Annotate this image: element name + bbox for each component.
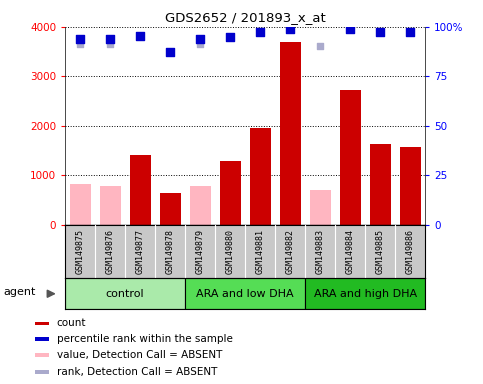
Bar xyxy=(190,186,211,225)
Text: ARA and low DHA: ARA and low DHA xyxy=(196,289,294,299)
Point xyxy=(406,29,414,35)
Bar xyxy=(185,278,305,309)
Bar xyxy=(310,190,330,225)
Text: ARA and high DHA: ARA and high DHA xyxy=(313,289,417,299)
Bar xyxy=(369,144,391,225)
Title: GDS2652 / 201893_x_at: GDS2652 / 201893_x_at xyxy=(165,11,326,24)
Point xyxy=(376,29,384,35)
Point xyxy=(76,36,84,42)
Point xyxy=(286,26,294,32)
Point xyxy=(106,41,114,47)
Text: GSM149882: GSM149882 xyxy=(285,229,295,274)
Bar xyxy=(280,42,300,225)
Point xyxy=(256,29,264,35)
Text: percentile rank within the sample: percentile rank within the sample xyxy=(57,334,233,344)
Text: GSM149877: GSM149877 xyxy=(136,229,145,274)
Text: GSM149875: GSM149875 xyxy=(76,229,85,274)
Bar xyxy=(35,337,49,341)
Point xyxy=(166,49,174,55)
Bar xyxy=(305,278,425,309)
Bar xyxy=(399,147,421,225)
Bar xyxy=(35,321,49,325)
Bar xyxy=(65,278,185,309)
Point xyxy=(316,43,324,49)
Bar xyxy=(160,192,181,225)
Text: GSM149885: GSM149885 xyxy=(376,229,384,274)
Text: count: count xyxy=(57,318,86,328)
Text: GSM149886: GSM149886 xyxy=(406,229,414,274)
Bar xyxy=(340,90,361,225)
Text: GSM149876: GSM149876 xyxy=(106,229,114,274)
Text: GSM149884: GSM149884 xyxy=(345,229,355,274)
Text: GSM149880: GSM149880 xyxy=(226,229,235,274)
Bar xyxy=(35,353,49,357)
Text: agent: agent xyxy=(3,287,36,297)
Bar xyxy=(129,156,151,225)
Bar xyxy=(35,370,49,374)
Point xyxy=(196,36,204,42)
Point xyxy=(346,26,354,32)
Text: rank, Detection Call = ABSENT: rank, Detection Call = ABSENT xyxy=(57,367,217,377)
Point xyxy=(226,34,234,40)
Text: GSM149878: GSM149878 xyxy=(166,229,175,274)
Bar xyxy=(99,186,121,225)
Text: GSM149883: GSM149883 xyxy=(315,229,325,274)
Point xyxy=(76,41,84,47)
Point xyxy=(196,41,204,47)
Point xyxy=(106,36,114,42)
Text: GSM149879: GSM149879 xyxy=(196,229,205,274)
Bar xyxy=(70,184,91,225)
Text: control: control xyxy=(106,289,144,299)
Text: value, Detection Call = ABSENT: value, Detection Call = ABSENT xyxy=(57,350,222,360)
Bar xyxy=(250,128,270,225)
Point xyxy=(136,33,144,39)
Bar xyxy=(220,161,241,225)
Text: GSM149881: GSM149881 xyxy=(256,229,265,274)
